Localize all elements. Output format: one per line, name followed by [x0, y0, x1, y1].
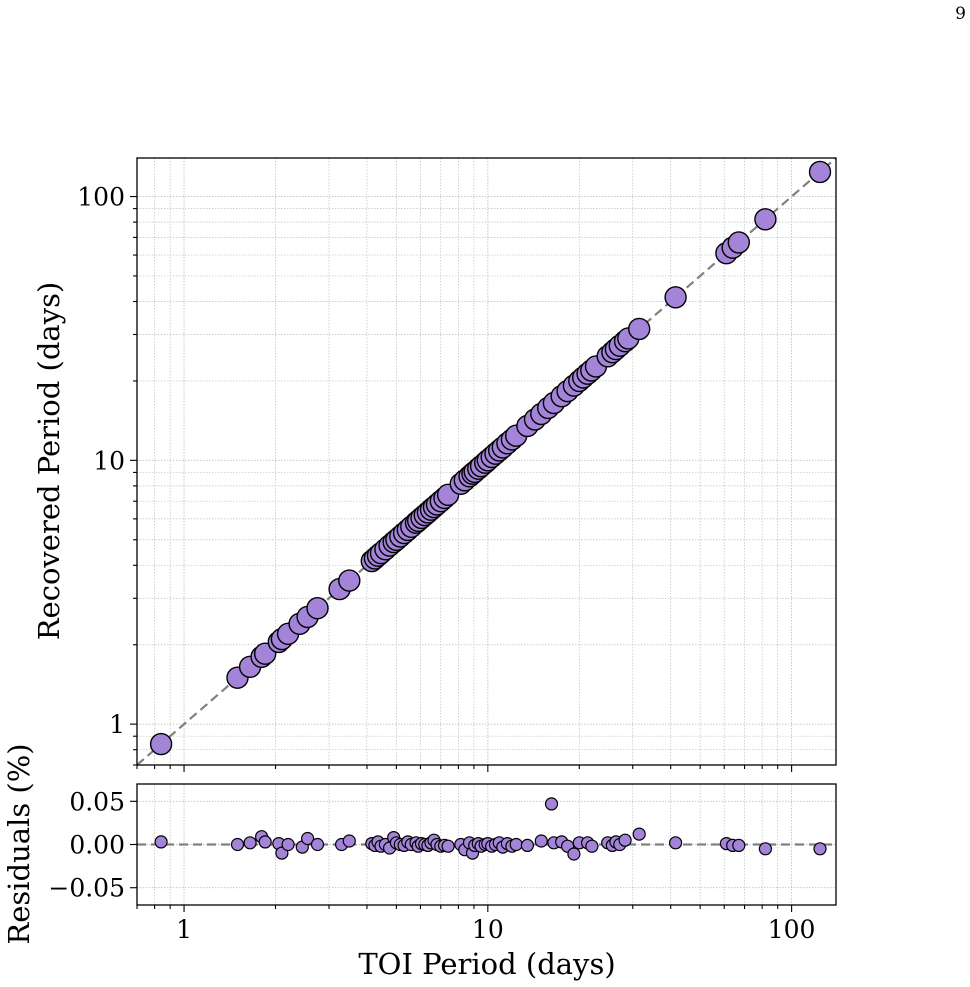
main-data-points	[149, 160, 832, 756]
residual-data-point	[813, 842, 827, 856]
residual-data-point	[758, 842, 773, 856]
main-data-point	[306, 597, 329, 620]
main-grid	[137, 158, 836, 765]
y-axis-label-main: Recovered Period (days)	[32, 282, 66, 641]
residual-data-point	[441, 839, 455, 853]
page-number: 9	[955, 4, 966, 24]
residual-data-point	[618, 833, 632, 847]
main-y-tick-label: 10	[93, 446, 125, 475]
residuals-ticks: 1 10 100 0.05 0.00 −0.05	[48, 787, 815, 944]
main-panel: 1 10 100 Recovered Period (days)	[32, 157, 837, 772]
x-tick-label: 10	[472, 915, 504, 944]
residual-data-point	[310, 837, 325, 852]
x-axis-label: TOI Period (days)	[358, 947, 615, 981]
main-data-point	[149, 732, 173, 756]
residual-data-point	[301, 831, 315, 846]
residual-data-point	[342, 834, 356, 848]
main-data-point	[754, 208, 777, 231]
residual-data-point	[585, 839, 599, 853]
residual-data-point	[520, 838, 535, 853]
residual-data-point	[544, 797, 559, 811]
main-data-point	[338, 569, 361, 592]
residuals-y-tick-label: 0.00	[69, 831, 125, 860]
residual-data-point	[243, 836, 257, 850]
residuals-panel: 1 10 100 0.05 0.00 −0.05 Residuals (%) TOI Pe…	[2, 743, 837, 981]
main-plot-frame	[136, 157, 837, 766]
residual-data-point	[258, 835, 272, 849]
residuals-y-tick-label: −0.05	[48, 874, 125, 903]
main-data-point	[664, 286, 687, 309]
main-y-tick-label: 100	[77, 183, 125, 212]
residual-data-point	[534, 834, 548, 848]
main-data-point	[808, 160, 832, 184]
main-data-point	[628, 317, 651, 341]
residual-data-point	[281, 837, 295, 852]
main-y-tick-label: 1	[109, 710, 125, 739]
x-tick-label: 1	[176, 915, 192, 944]
residual-data-points	[154, 797, 827, 861]
residual-data-point	[567, 847, 581, 861]
residual-data-point	[154, 835, 168, 849]
main-ticks: 1 10 100	[77, 183, 793, 772]
residual-data-point	[632, 827, 646, 841]
residual-data-point	[732, 838, 746, 853]
residual-data-point	[230, 837, 245, 852]
residual-data-point	[509, 837, 523, 852]
main-data-point	[727, 231, 750, 254]
residual-data-point	[668, 836, 683, 850]
residuals-y-tick-label: 0.05	[69, 787, 125, 816]
x-tick-label: 100	[768, 915, 816, 944]
y-axis-label-residuals: Residuals (%)	[2, 743, 36, 944]
